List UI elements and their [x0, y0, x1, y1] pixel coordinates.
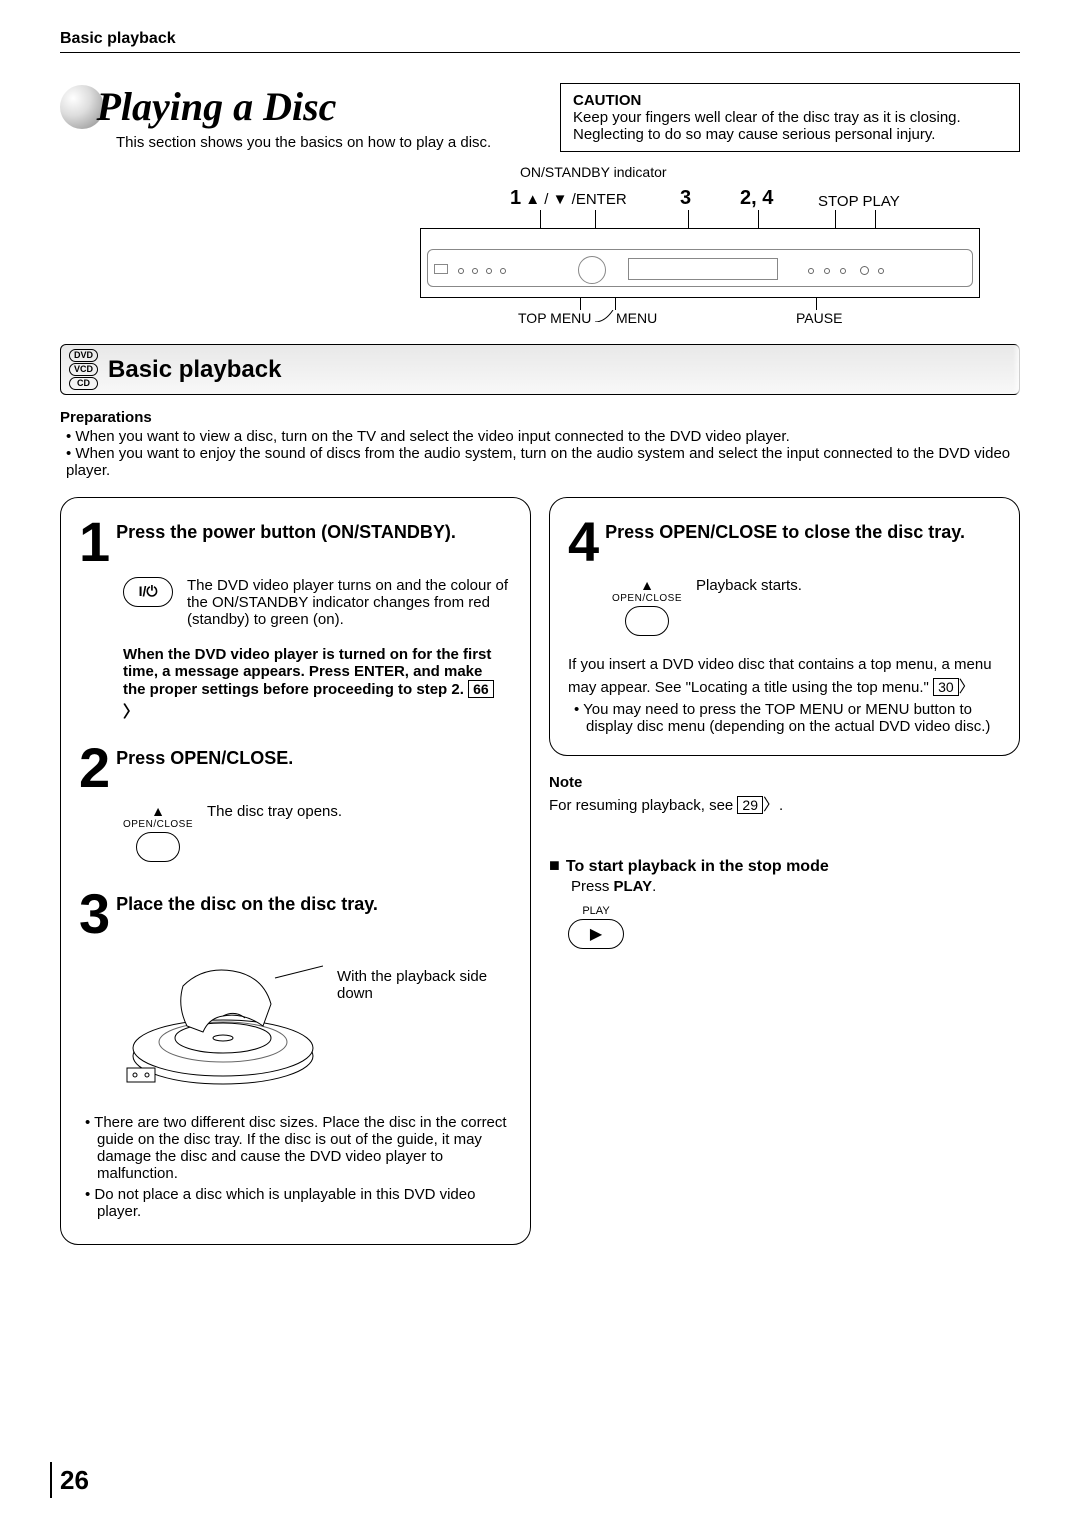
- power-button-icon: I/⏻: [123, 577, 173, 607]
- step-3-title: Place the disc on the disc tray.: [116, 894, 378, 915]
- indicator-label: ON/STANDBY indicator: [520, 164, 980, 180]
- step-4-title: Press OPEN/CLOSE to close the disc tray.: [605, 522, 965, 543]
- sub-instruction-pre: Press: [571, 878, 614, 895]
- preparations: Preparations When you want to view a dis…: [60, 409, 1020, 479]
- eject-icon-2: ▲: [640, 577, 654, 593]
- step-3-number: 3: [79, 892, 110, 937]
- disc-badges: DVD VCD CD: [69, 349, 98, 390]
- ref-66: 66: [468, 680, 494, 698]
- angle-icon-3: 〉: [763, 797, 779, 814]
- main-title: Playing a Disc: [96, 84, 336, 129]
- title-block: Playing a Disc This section shows you th…: [60, 83, 540, 151]
- open-close-label: OPEN/CLOSE: [123, 819, 193, 830]
- open-close-button-icon: ▲ OPEN/CLOSE: [123, 803, 193, 862]
- section-title: Basic playback: [108, 356, 281, 384]
- badge-cd: CD: [69, 377, 98, 390]
- step-2-body: The disc tray opens.: [207, 803, 512, 862]
- step-1-bold-note: When the DVD video player is turned on f…: [123, 646, 502, 722]
- header-label: Basic playback: [60, 30, 1020, 53]
- ref-29: 29: [737, 796, 763, 814]
- step-1-bold-text: When the DVD video player is turned on f…: [123, 646, 491, 698]
- step-3-bullet-2: Do not place a disc which is unplayable …: [79, 1186, 512, 1220]
- prep-item-1: When you want to view a disc, turn on th…: [62, 428, 1020, 445]
- note-block: Note For resuming playback, see 29〉.: [549, 774, 1020, 815]
- eject-icon: ▲: [151, 803, 165, 819]
- disc-tray-illustration: [123, 956, 323, 1096]
- diagram-enter-label: ▲ / ▼ /ENTER: [525, 191, 626, 208]
- sub-instruction-bold: PLAY: [614, 878, 653, 895]
- start-playback-section: ■ To start playback in the stop mode Pres…: [549, 855, 1020, 949]
- caution-title: CAUTION: [573, 92, 1007, 109]
- open-close-label-2: OPEN/CLOSE: [612, 593, 682, 604]
- step-3-caption: With the playback side down: [337, 948, 512, 1096]
- diagram-stop-play: STOP PLAY: [818, 193, 900, 210]
- step-1-title: Press the power button (ON/STANDBY).: [116, 522, 456, 543]
- step-2-title: Press OPEN/CLOSE.: [116, 748, 293, 769]
- diagram-top-menu: TOP MENU: [518, 310, 591, 326]
- diagram-step-24: 2, 4: [740, 187, 773, 209]
- note-text-pre: For resuming playback, see: [549, 797, 737, 814]
- step-4-extra-text: If you insert a DVD video disc that cont…: [568, 656, 992, 696]
- note-title: Note: [549, 774, 1020, 791]
- page-number-bar: [50, 1462, 52, 1498]
- step-4-number: 4: [568, 520, 599, 565]
- prep-item-2: When you want to enjoy the sound of disc…: [62, 445, 1020, 479]
- caution-text: Keep your fingers well clear of the disc…: [573, 109, 1007, 143]
- subtitle: This section shows you the basics on how…: [116, 134, 540, 151]
- diagram-menu: MENU: [616, 310, 657, 326]
- step-1-body: The DVD video player turns on and the co…: [187, 577, 512, 628]
- sub-heading: To start playback in the stop mode: [566, 858, 829, 875]
- badge-vcd: VCD: [69, 363, 98, 376]
- caution-box: CAUTION Keep your fingers well clear of …: [560, 83, 1020, 152]
- badge-dvd: DVD: [69, 349, 98, 362]
- step-box-1-2-3: 1 Press the power button (ON/STANDBY). I…: [60, 497, 531, 1245]
- sub-instruction-post: .: [652, 878, 656, 895]
- angle-icon: 〉: [123, 704, 139, 721]
- step-4-body: Playback starts.: [696, 577, 1001, 636]
- diagram-pause: PAUSE: [796, 310, 842, 326]
- preparations-title: Preparations: [60, 409, 1020, 426]
- page-number: 26: [60, 1465, 89, 1496]
- open-close-button-icon-2: ▲ OPEN/CLOSE: [612, 577, 682, 636]
- step-box-4: 4 Press OPEN/CLOSE to close the disc tra…: [549, 497, 1020, 756]
- angle-icon-2: 〉: [959, 679, 975, 696]
- note-text-post: .: [779, 797, 783, 814]
- play-label: PLAY: [582, 905, 609, 917]
- diagram-step-1: 1: [510, 187, 521, 209]
- diagram-step-3: 3: [680, 187, 691, 209]
- device-diagram: ON/STANDBY indicator 1 ▲ / ▼ /ENTER 3 2,…: [420, 164, 980, 330]
- play-button-icon: PLAY ▶: [563, 905, 629, 949]
- ref-30: 30: [933, 678, 959, 696]
- step-1-number: 1: [79, 520, 110, 565]
- square-bullet-icon: ■: [549, 855, 560, 875]
- play-icon: ▶: [590, 924, 602, 944]
- step-3-bullet-1: There are two different disc sizes. Plac…: [79, 1114, 512, 1182]
- section-bar: DVD VCD CD Basic playback: [60, 344, 1020, 395]
- step-4-extra-bullet: You may need to press the TOP MENU or ME…: [568, 701, 1001, 735]
- step-2-number: 2: [79, 746, 110, 791]
- device-box: [420, 228, 980, 298]
